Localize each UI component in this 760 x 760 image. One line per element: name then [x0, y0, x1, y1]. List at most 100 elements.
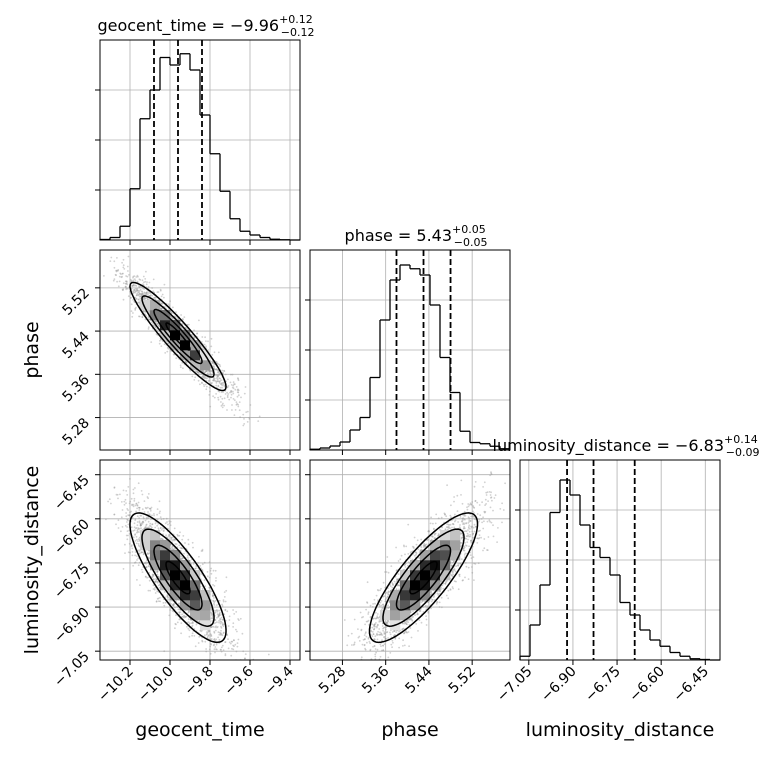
sample-point — [230, 391, 233, 393]
sample-point — [145, 575, 147, 578]
sample-point — [137, 291, 140, 294]
sample-point — [222, 600, 225, 603]
sample-point — [190, 568, 193, 570]
sample-point — [168, 534, 170, 536]
sample-point — [218, 620, 220, 622]
sample-point — [257, 675, 259, 677]
sample-point — [222, 372, 224, 374]
sample-point — [231, 409, 233, 411]
sample-point — [118, 275, 121, 278]
sample-point — [141, 290, 144, 293]
sample-point — [218, 364, 221, 366]
sample-point — [168, 598, 171, 601]
sample-point — [132, 564, 135, 567]
sample-point — [135, 294, 138, 297]
sample-point — [211, 625, 214, 628]
sample-point — [141, 508, 144, 511]
sample-point — [147, 517, 150, 519]
sample-point — [144, 506, 147, 509]
sample-point — [140, 490, 143, 492]
sample-point — [210, 613, 213, 615]
sample-point — [127, 551, 130, 554]
sample-point — [137, 301, 140, 304]
sample-point — [180, 327, 183, 329]
sample-point — [185, 326, 188, 329]
sample-point — [153, 513, 155, 515]
sample-point — [217, 396, 220, 399]
sample-point — [201, 548, 204, 551]
sample-point — [196, 371, 199, 373]
sample-point — [242, 413, 245, 416]
sample-point — [136, 274, 139, 277]
sample-point — [211, 613, 214, 616]
sample-point — [218, 612, 221, 615]
sample-point — [214, 639, 217, 642]
sample-point — [147, 318, 150, 320]
sample-point — [237, 638, 240, 641]
sample-point — [253, 703, 255, 705]
sample-point — [171, 546, 173, 549]
sample-point — [213, 377, 216, 380]
sample-point — [210, 572, 213, 575]
sample-point — [117, 527, 120, 529]
sample-point — [141, 551, 144, 554]
sample-point — [147, 553, 149, 555]
sample-point — [222, 599, 225, 601]
sample-point — [212, 594, 215, 597]
sample-point — [136, 504, 139, 507]
sample-point — [156, 598, 159, 600]
sample-point — [210, 626, 213, 628]
sample-point — [230, 396, 232, 399]
sample-point — [258, 415, 261, 418]
sample-point — [214, 626, 217, 629]
sample-point — [138, 286, 141, 289]
sample-point — [191, 634, 194, 637]
sample-point — [161, 538, 164, 541]
sample-point — [155, 600, 158, 603]
panel-title-luminosity_distance: luminosity_distance = −6.83+0.14 −0.09 — [493, 433, 760, 459]
sample-point — [203, 561, 206, 564]
sample-point — [142, 516, 145, 519]
sample-point — [218, 613, 221, 615]
sample-point — [160, 307, 163, 310]
sample-point — [232, 626, 235, 628]
sample-point — [231, 640, 234, 643]
sample-point — [122, 298, 125, 301]
title-lower-error: −0.09 — [726, 446, 760, 459]
sample-point — [145, 292, 148, 295]
sample-point — [200, 630, 203, 633]
sample-point — [223, 370, 226, 372]
sample-point — [213, 648, 216, 651]
sample-point — [206, 575, 209, 578]
sample-point — [222, 381, 225, 384]
sample-point — [232, 648, 235, 651]
sample-point — [238, 409, 241, 412]
sample-point — [222, 383, 224, 386]
sample-point — [238, 619, 240, 621]
sample-point — [223, 623, 226, 626]
sample-point — [125, 502, 127, 504]
sample-point — [214, 622, 217, 624]
sample-point — [210, 345, 213, 348]
sample-point — [137, 543, 140, 545]
sample-point — [157, 322, 160, 325]
sample-point — [115, 493, 118, 496]
sample-point — [205, 648, 208, 650]
sample-point — [138, 527, 141, 530]
sample-point — [117, 269, 120, 271]
sample-point — [187, 558, 190, 560]
sample-point — [222, 649, 225, 651]
sample-point — [195, 623, 198, 626]
sample-point — [134, 534, 136, 536]
title-value: phase = 5.43 — [345, 226, 452, 245]
sample-point — [214, 569, 217, 572]
sample-point — [134, 487, 136, 489]
sample-point — [219, 622, 222, 625]
sample-point — [153, 324, 155, 327]
sample-point — [135, 527, 138, 529]
sample-point — [126, 282, 128, 284]
sample-point — [159, 510, 161, 513]
sample-point — [174, 606, 176, 609]
sample-point — [217, 385, 220, 388]
